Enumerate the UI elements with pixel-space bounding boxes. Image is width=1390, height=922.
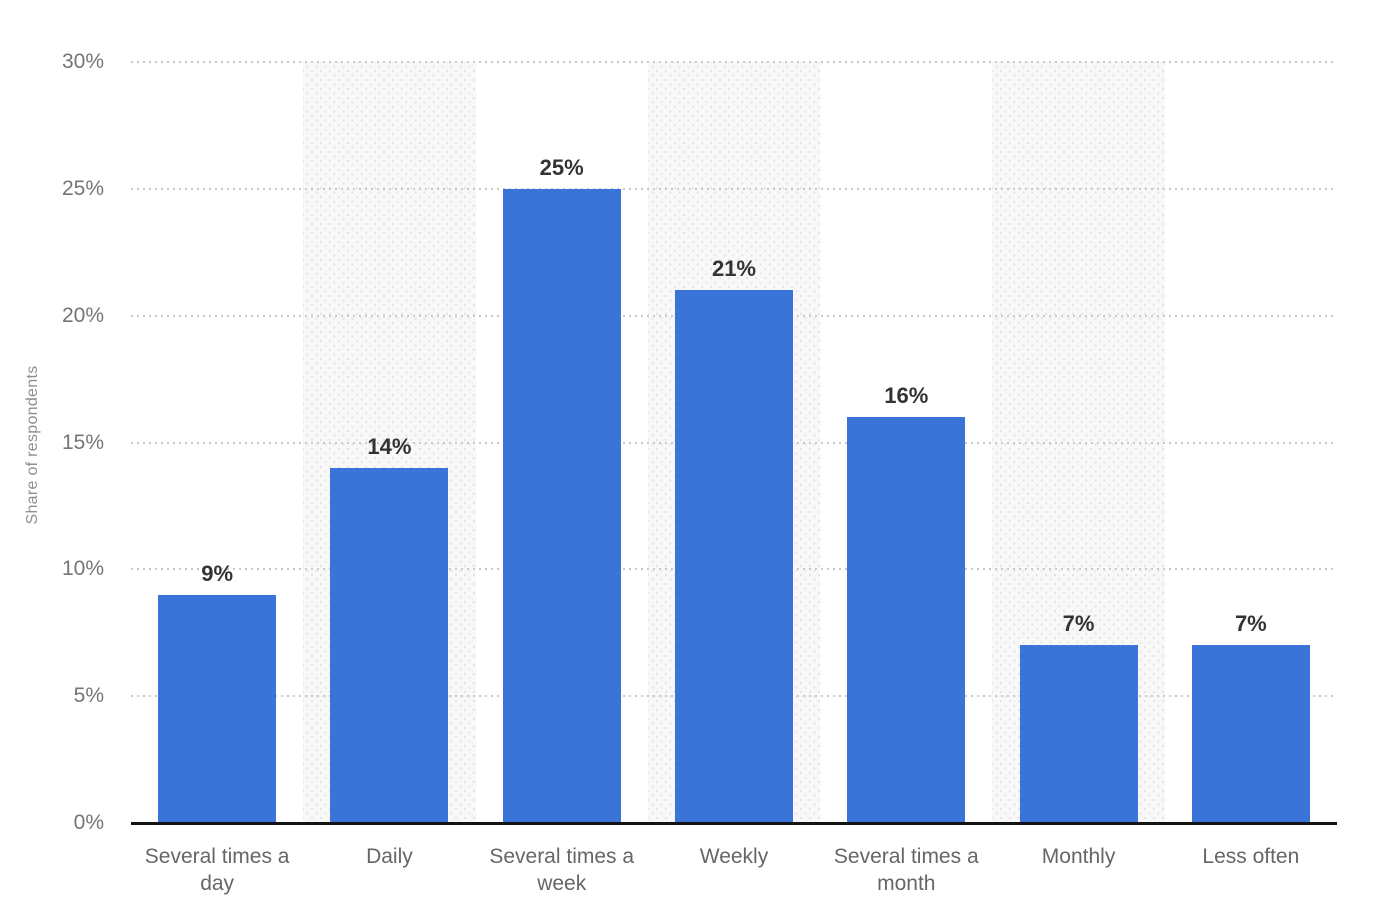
bar-daily — [330, 467, 449, 823]
y-tick-label: 20% — [61, 303, 104, 327]
bar-value-label: 9% — [201, 560, 234, 586]
bar-value-label: 14% — [367, 433, 412, 459]
gridline — [131, 61, 1337, 63]
x-category-label: Several times a day — [144, 845, 290, 895]
bar-several-times-a-week — [502, 188, 621, 823]
plot-area: 9% 14% 25% 21% 16% 7% 7% — [131, 61, 1337, 823]
x-category-label: Several times a week — [489, 845, 635, 895]
bar-value-label: 25% — [539, 154, 584, 180]
x-axis-line — [131, 822, 1337, 825]
bar-several-times-a-month — [847, 417, 966, 823]
y-tick-label: 15% — [61, 430, 104, 454]
bar-monthly — [1019, 645, 1138, 823]
x-category-label: Several times a month — [833, 845, 979, 895]
bar-less-often — [1191, 645, 1310, 823]
bar-value-label: 16% — [884, 383, 929, 409]
x-category-label: Monthly — [1041, 845, 1116, 868]
gridline — [131, 188, 1337, 190]
y-tick-label: 0% — [73, 811, 104, 834]
bar-value-label: 7% — [1062, 611, 1095, 637]
bar-value-label: 7% — [1234, 611, 1267, 637]
x-category-label: Less often — [1202, 845, 1300, 868]
y-tick-label: 30% — [61, 50, 104, 73]
bar-several-times-a-day — [158, 594, 277, 823]
y-tick-label: 5% — [73, 684, 104, 708]
x-category-label: Weekly — [699, 845, 769, 868]
y-tick-label: 25% — [61, 176, 104, 200]
bar-value-label: 21% — [711, 256, 756, 282]
x-category-label: Daily — [366, 845, 413, 868]
y-tick-label: 10% — [61, 557, 104, 581]
bar-weekly — [675, 290, 793, 823]
